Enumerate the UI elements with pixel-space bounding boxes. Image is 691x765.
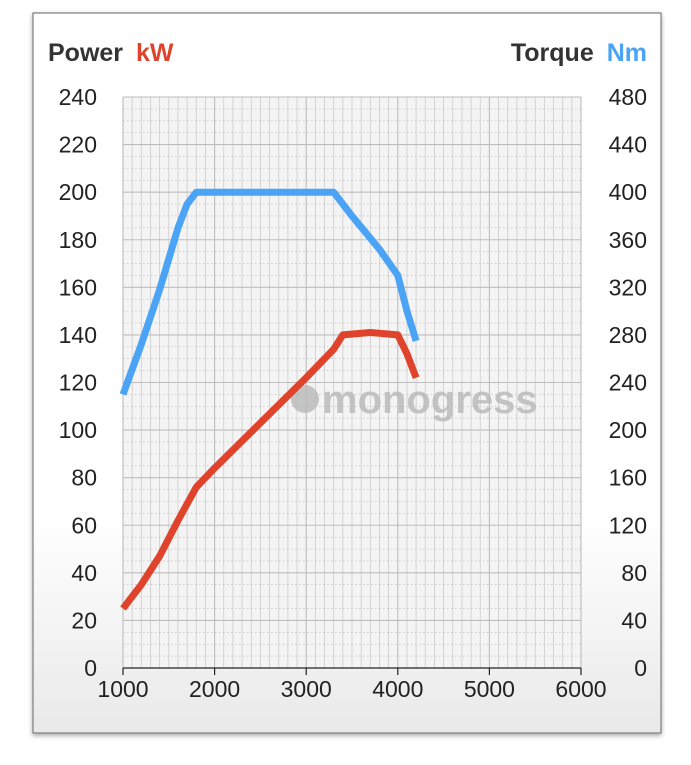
- left-tick-label: 160: [59, 274, 97, 300]
- watermark-text: monogress: [322, 378, 538, 422]
- left-axis-title: Power kW: [48, 39, 174, 67]
- left-tick-label: 240: [59, 84, 97, 110]
- right-tick-label: 120: [609, 512, 647, 538]
- power-series-line: [120, 329, 420, 611]
- left-axis-unit: kW: [136, 39, 174, 67]
- right-axis-title: Torque Nm: [511, 39, 647, 67]
- left-tick-label: 40: [71, 560, 97, 586]
- right-tick-labels: 0 40 80 120 160 200 240 280 320 360 400 440 480: [609, 84, 647, 681]
- axes: [122, 667, 582, 675]
- x-tick-label: 2000: [189, 676, 240, 702]
- right-tick-label: 160: [609, 465, 647, 491]
- left-tick-label: 180: [59, 227, 97, 253]
- watermark-logo-icon: [291, 385, 319, 413]
- right-tick-label: 280: [609, 322, 647, 348]
- right-tick-label: 320: [609, 274, 647, 300]
- series-lines: [119, 188, 420, 611]
- right-tick-label: 0: [634, 655, 647, 681]
- right-tick-label: 480: [609, 84, 647, 110]
- left-tick-label: 0: [84, 655, 97, 681]
- right-tick-label: 80: [621, 560, 647, 586]
- left-tick-label: 200: [59, 179, 97, 205]
- left-tick-label: 120: [59, 370, 97, 396]
- left-tick-label: 20: [71, 607, 97, 633]
- right-axis-unit: Nm: [607, 39, 647, 67]
- x-tick-label: 3000: [281, 676, 332, 702]
- left-tick-label: 80: [71, 465, 97, 491]
- right-tick-label: 400: [609, 179, 647, 205]
- x-tick-labels: 1000 2000 3000 4000 5000 6000: [97, 676, 606, 702]
- x-tick-label: 4000: [372, 676, 423, 702]
- x-tick-label: 1000: [97, 676, 148, 702]
- right-tick-label: 240: [609, 370, 647, 396]
- left-tick-label: 100: [59, 417, 97, 443]
- left-axis-label: Power: [48, 39, 123, 67]
- left-tick-label: 220: [59, 132, 97, 158]
- right-tick-label: 40: [621, 607, 647, 633]
- right-axis-label: Torque: [511, 39, 594, 67]
- right-tick-label: 200: [609, 417, 647, 443]
- x-tick-label: 5000: [464, 676, 515, 702]
- torque-series-line: [119, 188, 420, 396]
- right-tick-label: 360: [609, 227, 647, 253]
- left-tick-label: 60: [71, 512, 97, 538]
- left-tick-label: 140: [59, 322, 97, 348]
- left-tick-labels: 0 20 40 60 80 100 120 140 160 180 200 220 240: [59, 84, 97, 681]
- right-tick-label: 440: [609, 132, 647, 158]
- x-tick-label: 6000: [555, 676, 606, 702]
- watermark: monogress: [291, 378, 538, 422]
